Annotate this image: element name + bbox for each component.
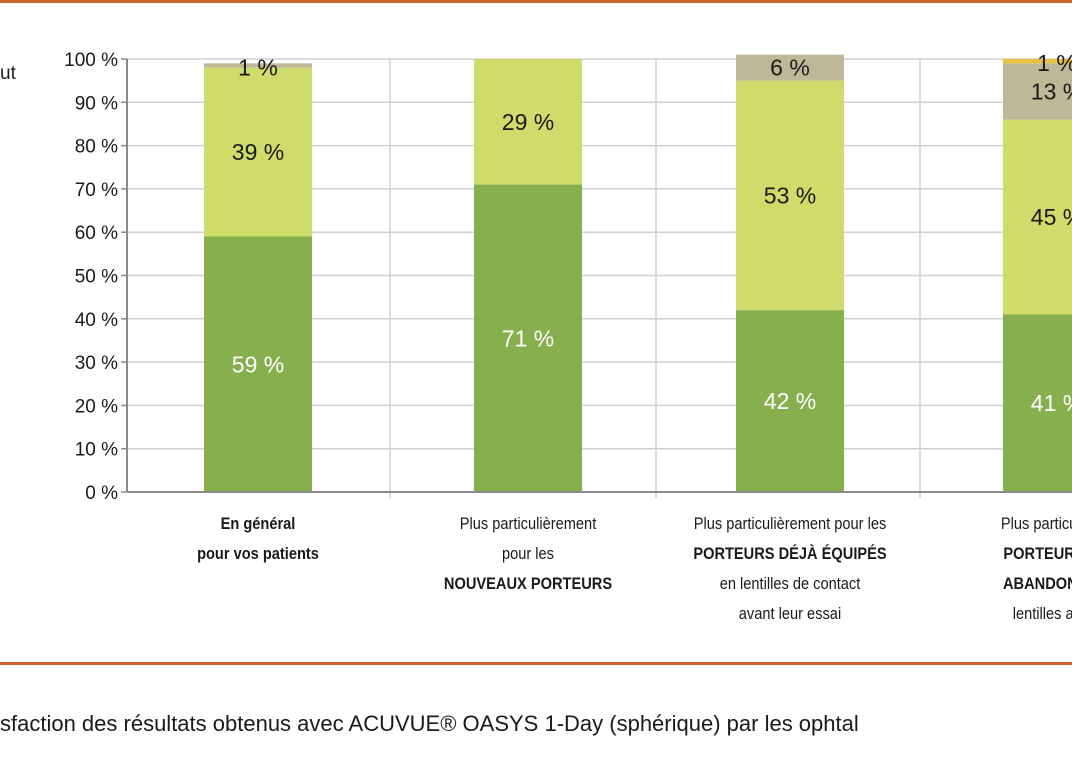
bar-segment xyxy=(474,59,582,185)
bar-segment xyxy=(1003,314,1072,492)
category-label-text: Plus particulièrement xyxy=(459,514,597,533)
bottom-rule xyxy=(0,662,1072,665)
category-label-line: Plus particulièrement xyxy=(399,509,657,539)
bar-segment xyxy=(736,310,844,492)
y-tick-label: 20 % xyxy=(75,396,118,417)
category-label: Plus particulièrement pour les NOUVEAUX PO… xyxy=(399,509,657,599)
y-tick-label: 10 % xyxy=(75,440,118,461)
data-label: 53 % xyxy=(764,182,816,208)
category-label-line: avant leur essai xyxy=(661,599,919,629)
data-label: 42 % xyxy=(764,388,816,414)
stacked-bar-chart: 0 % 10 % 20 % 30 % 40 % 50 % 60 % 70 % 80 % 90 % 1… xyxy=(64,50,1072,504)
bar-segment xyxy=(1003,59,1072,64)
y-tick-label: 100 % xyxy=(64,50,118,71)
bar-segment xyxy=(736,54,844,81)
category-label-text: avant leur essai xyxy=(738,604,842,623)
data-label: 59 % xyxy=(232,351,284,377)
category-label-text: ABANDONNÉ L xyxy=(1002,574,1072,593)
category-label-line: Plus particulièrement pour les xyxy=(661,509,919,539)
category-label-text: lentilles avant xyxy=(1012,604,1072,623)
category-label-text: En général xyxy=(220,514,296,533)
y-tick-label: 80 % xyxy=(75,137,118,158)
data-label: 45 % xyxy=(1031,204,1072,230)
data-label: 39 % xyxy=(232,139,284,165)
data-label: 1 % xyxy=(238,54,278,80)
y-tick-label: 70 % xyxy=(75,180,118,201)
category-label-text: pour les xyxy=(501,544,555,563)
category-label: Plus particulièrement pour les PORTEURS D… xyxy=(661,509,919,629)
cropped-legend-fragment: ut xyxy=(0,63,16,84)
top-rule xyxy=(0,0,1072,3)
category-label-text: Plus particulièrement pour les xyxy=(693,514,887,533)
category-label-line: ABANDONNÉ L xyxy=(928,569,1072,599)
category-label-text: PORTEURS QU xyxy=(1003,544,1072,563)
data-label: 41 % xyxy=(1031,390,1072,416)
data-label: 6 % xyxy=(770,55,810,81)
data-label: 29 % xyxy=(502,109,554,135)
bar-segment xyxy=(204,67,312,237)
category-label-line: PORTEURS QU xyxy=(928,539,1072,569)
category-label-text: NOUVEAUX PORTEURS xyxy=(443,574,613,593)
category-label: En général pour vos patients xyxy=(129,509,387,569)
category-label-line: pour les xyxy=(399,539,657,569)
bar-segment xyxy=(736,80,844,311)
y-tick-label: 40 % xyxy=(75,310,118,331)
data-label: 13 % xyxy=(1031,78,1072,104)
data-label: 71 % xyxy=(502,325,554,351)
y-tick-label: 60 % xyxy=(75,223,118,244)
category-label-line: Plus particulièren xyxy=(928,509,1072,539)
data-label: 1 % xyxy=(1037,50,1072,76)
category-label: Plus particulièren PORTEURS QU ABANDONNÉ L… xyxy=(928,509,1072,629)
bar-segment xyxy=(204,236,312,492)
category-label-line: lentilles avant xyxy=(928,599,1072,629)
bar-segment xyxy=(474,184,582,492)
category-label-text: pour vos patients xyxy=(197,544,319,563)
category-label-line: NOUVEAUX PORTEURS xyxy=(399,569,657,599)
category-label-line: en lentilles de contact xyxy=(661,569,919,599)
y-tick-label: 50 % xyxy=(75,267,118,288)
category-label-line: PORTEURS DÉJÀ ÉQUIPÉS xyxy=(661,539,919,569)
category-label-line: En général xyxy=(129,509,387,539)
y-tick-label: 90 % xyxy=(75,93,118,114)
category-label-text: en lentilles de contact xyxy=(719,574,861,593)
y-tick-label: 0 % xyxy=(85,483,118,504)
bar-segment xyxy=(1003,119,1072,315)
category-label-line: pour vos patients xyxy=(129,539,387,569)
category-label-text: PORTEURS DÉJÀ ÉQUIPÉS xyxy=(693,544,887,563)
bar-segment xyxy=(204,63,312,68)
bar-segment xyxy=(1003,63,1072,120)
category-label-text: Plus particulièren xyxy=(1000,514,1072,533)
figure-caption: sfaction des résultats obtenus avec ACUV… xyxy=(0,711,859,736)
y-tick-label: 30 % xyxy=(75,353,118,374)
